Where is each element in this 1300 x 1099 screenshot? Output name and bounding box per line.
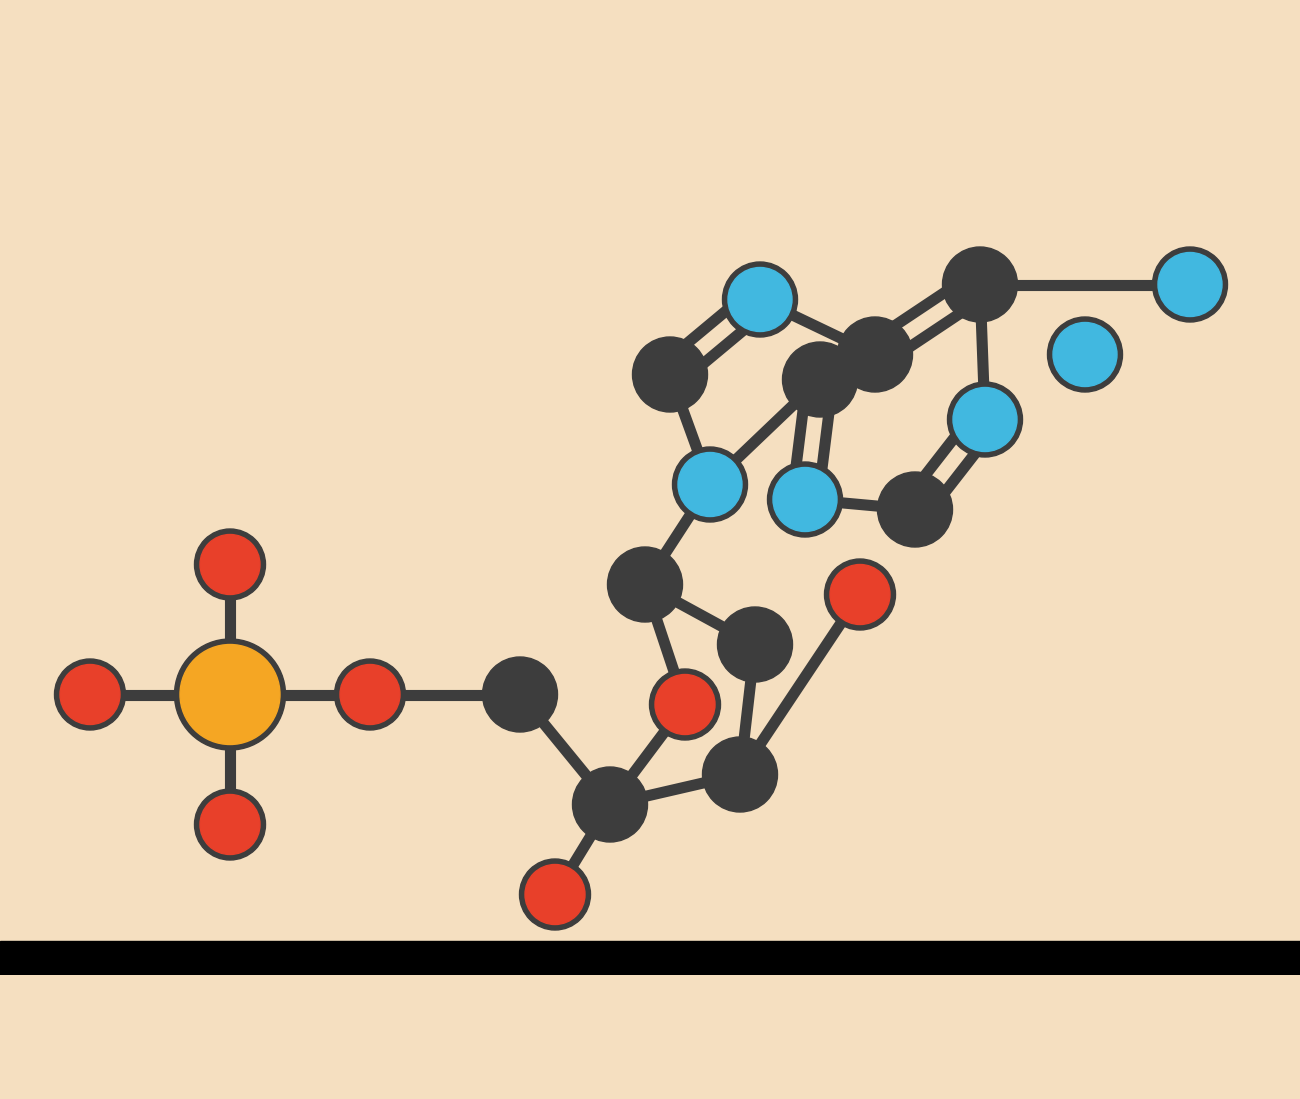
Circle shape (1158, 253, 1222, 317)
Circle shape (774, 467, 837, 532)
Circle shape (842, 322, 907, 387)
Circle shape (824, 559, 896, 630)
Circle shape (633, 337, 707, 412)
Circle shape (55, 659, 126, 730)
Circle shape (1053, 322, 1117, 387)
Circle shape (655, 675, 715, 734)
Circle shape (718, 607, 793, 682)
Circle shape (200, 795, 260, 855)
Circle shape (638, 343, 702, 407)
Circle shape (672, 447, 748, 522)
Circle shape (723, 612, 786, 677)
Circle shape (708, 743, 772, 807)
Circle shape (788, 347, 852, 411)
Circle shape (948, 382, 1023, 457)
Circle shape (702, 737, 777, 812)
Circle shape (942, 247, 1018, 322)
Circle shape (1048, 317, 1122, 392)
Circle shape (650, 669, 720, 740)
Circle shape (341, 665, 400, 724)
Circle shape (783, 342, 858, 417)
Bar (0, 941, 1300, 975)
Circle shape (767, 462, 842, 537)
Circle shape (607, 547, 682, 622)
Circle shape (195, 529, 265, 600)
Circle shape (334, 659, 406, 730)
Circle shape (837, 317, 913, 392)
Circle shape (578, 773, 642, 836)
Circle shape (1153, 247, 1227, 322)
Circle shape (878, 471, 953, 547)
Circle shape (520, 859, 590, 930)
Circle shape (614, 553, 677, 617)
Circle shape (488, 663, 552, 726)
Circle shape (572, 767, 647, 842)
Circle shape (883, 477, 946, 542)
Circle shape (953, 388, 1017, 452)
Circle shape (728, 267, 792, 332)
Circle shape (948, 253, 1011, 317)
Circle shape (195, 789, 265, 861)
Circle shape (482, 657, 558, 732)
Circle shape (174, 639, 286, 750)
Circle shape (200, 534, 260, 595)
Circle shape (829, 565, 890, 624)
Circle shape (60, 665, 120, 724)
Circle shape (679, 453, 742, 517)
Circle shape (525, 865, 585, 924)
Circle shape (179, 644, 280, 744)
Circle shape (723, 262, 797, 337)
